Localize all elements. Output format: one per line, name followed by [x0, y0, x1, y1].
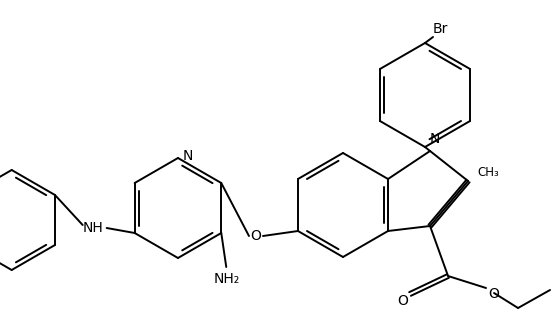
Text: NH₂: NH₂ — [213, 272, 239, 286]
Text: N: N — [183, 149, 193, 163]
Text: NH: NH — [82, 221, 103, 235]
Text: O: O — [489, 287, 500, 301]
Text: O: O — [397, 294, 409, 308]
Text: O: O — [250, 229, 262, 243]
Text: N: N — [430, 132, 440, 146]
Text: Br: Br — [432, 22, 448, 36]
Text: CH₃: CH₃ — [477, 166, 499, 179]
